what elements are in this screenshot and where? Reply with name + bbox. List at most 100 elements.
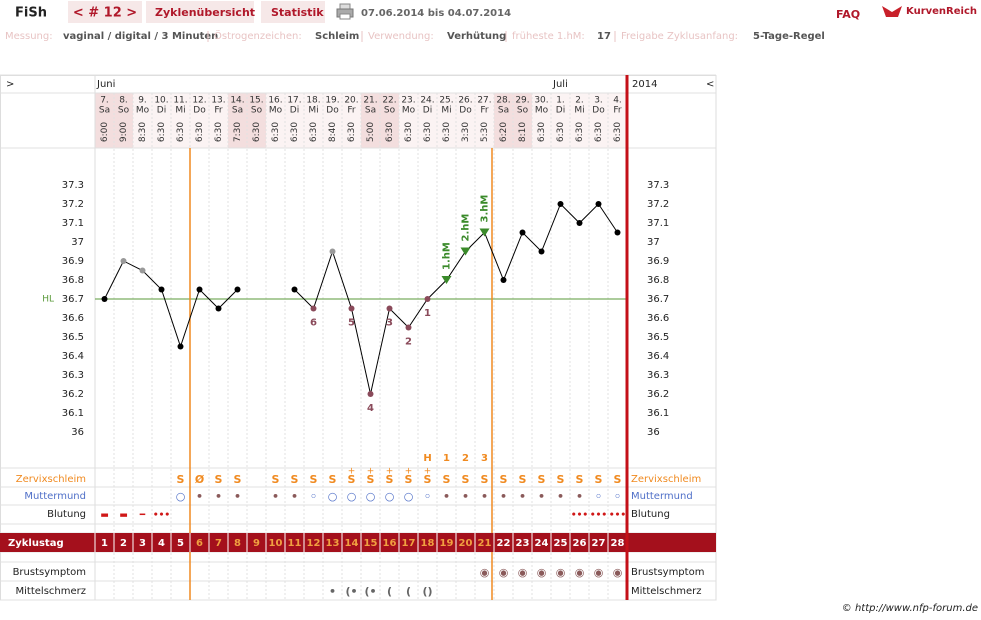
row-symbol: S [291,473,299,486]
plus-mark: + [424,467,432,477]
day-header-bg [437,93,456,148]
row-symbol: ━ [139,511,146,521]
row-symbol: S [538,473,546,486]
temperature-point [291,286,298,293]
temperature-point [196,286,203,293]
weekday-label: Mo [402,106,416,116]
row-symbol: • [557,490,564,503]
row-symbol: • [215,490,222,503]
print-icon[interactable] [336,3,354,20]
date-label: 26. [458,96,472,106]
cycle-day: 21 [478,538,492,549]
cycle-nav[interactable]: < # 12 > [73,6,137,21]
tab[interactable]: Zyklenübersicht [155,6,255,19]
cycle-day: 3 [139,538,146,549]
y-tick-label: 36.3 [62,370,84,381]
peak-mark: H [423,453,431,464]
date-label: 22. [382,96,396,106]
tab-bg [261,1,325,23]
row-symbol: • [443,490,450,503]
tab[interactable]: Statistik [271,6,324,19]
y-tick-label: 36.9 [62,256,84,267]
day-header-bg [209,93,228,148]
nav-arrow[interactable]: < [706,79,714,90]
row-label: Brustsymptom [631,567,704,578]
cycle-day: 22 [497,538,511,549]
time-label: 8:40 [328,122,338,142]
y-tick-label: 36.9 [647,256,669,267]
row-symbol: () [422,585,432,598]
cycle-day: 26 [573,538,587,549]
month-label: Juli [552,79,568,90]
date-label: 2. [575,96,584,106]
row-symbol: ◦ [595,490,602,503]
weekday-label: Fr [214,106,223,116]
count-label: 1 [424,308,431,319]
y-tick-label: 36.7 [647,294,669,305]
logo-icon [882,6,902,17]
weekday-label: Fr [480,106,489,116]
time-label: 5:00 [366,122,376,142]
y-tick-label: 37.2 [62,199,84,210]
row-symbol: S [234,473,242,486]
cycle-day: 15 [364,538,378,549]
cycle-day: 7 [215,538,222,549]
peak-mark: 3 [481,453,488,464]
row-symbol: S [272,473,280,486]
footer: © http://www.nfp-forum.de [842,603,978,614]
y-tick-label: 37.2 [647,199,669,210]
date-label: 3. [594,96,603,106]
weekday-label: Mi [308,106,318,116]
row-symbol: ○ [347,490,357,503]
row-label: Mittelschmerz [16,586,86,597]
weekday-label: Do [326,106,339,116]
weekday-label: Sa [232,106,243,116]
plus-mark: + [405,467,413,477]
row-symbol: S [481,473,489,486]
time-label: 6:30 [423,122,433,142]
weekday-label: Di [290,106,299,116]
temperature-point [595,201,602,207]
temperature-point [405,324,412,331]
row-symbol: S [424,473,432,486]
info-label: Freigabe Zyklusanfang: [621,31,738,42]
temperature-point [386,305,393,312]
y-tick-label: 36.7 [62,294,84,305]
temperature-point [177,343,184,350]
weekday-label: Do [193,106,206,116]
weekday-label: Do [592,106,605,116]
weekday-label: So [118,106,130,116]
time-label: 6:30 [176,122,186,142]
temperature-point [215,305,222,312]
app-name[interactable]: FiSh [15,6,47,21]
day-header-bg [323,93,342,148]
row-symbol: ◦ [614,490,621,503]
peak-label: 1.hM [442,242,453,270]
time-label: 6:30 [556,122,566,142]
date-label: 30. [534,96,548,106]
day-header-bg [171,93,190,148]
day-header-bg [304,93,323,148]
day-header-bg [513,93,532,148]
weekday-label: Mo [535,106,549,116]
temperature-point [329,248,336,255]
cycle-day: 23 [516,538,530,549]
logo[interactable]: KurvenReich [906,6,977,17]
plus-mark: + [348,467,356,477]
cycle-day-band [0,533,716,552]
count-label: 6 [310,318,317,329]
weekday-label: Mi [574,106,584,116]
y-tick-label: 36.2 [62,389,84,400]
day-header-bg [285,93,304,148]
date-range: 07.06.2014 bis 04.07.2014 [361,8,511,19]
nav-arrow[interactable]: > [6,79,14,90]
info-value: 17 [597,31,611,42]
cycle-day: 1 [101,538,108,549]
y-tick-label: 37.3 [62,180,84,191]
row-symbol: S [177,473,185,486]
row-symbol: ○ [385,490,395,503]
faq-link[interactable]: FAQ [836,8,860,21]
day-header-bg [399,93,418,148]
weekday-label: Fr [347,106,356,116]
